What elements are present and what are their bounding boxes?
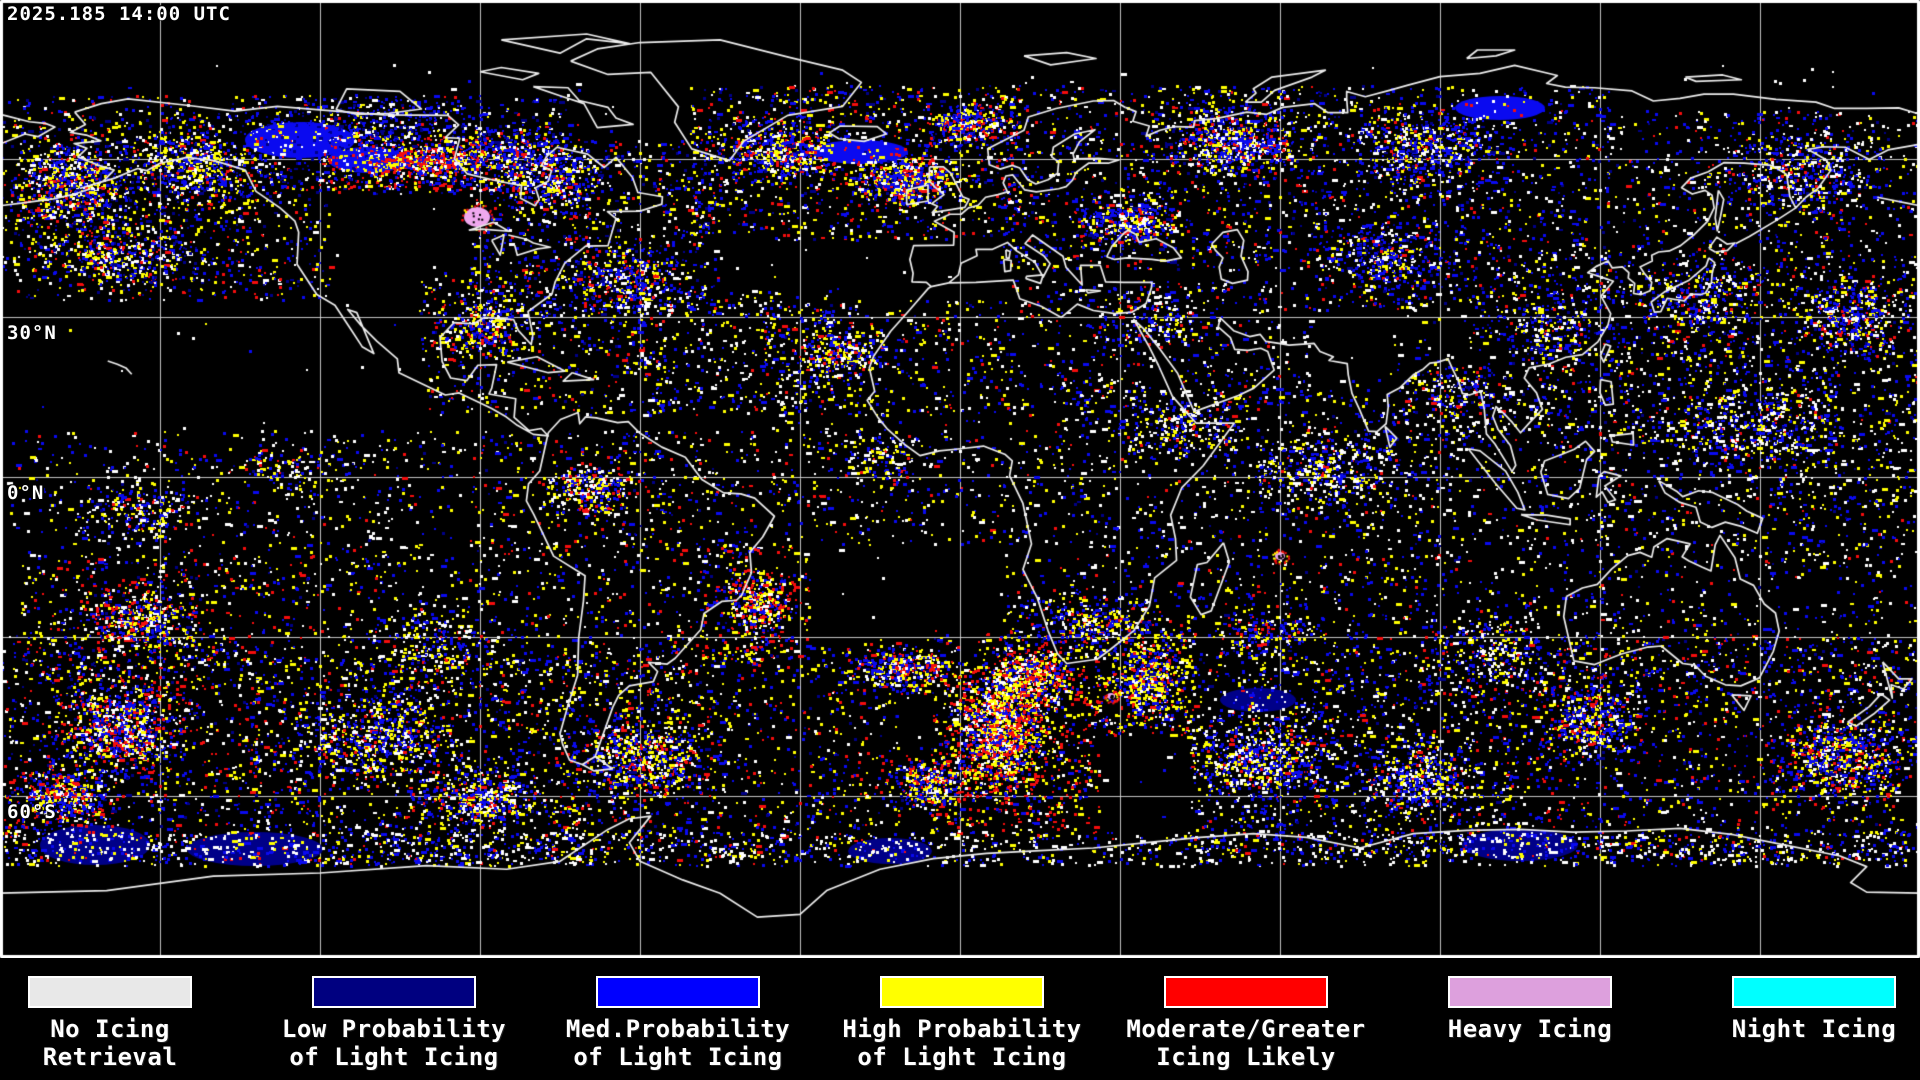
legend-label-high-prob-light-icing: High Probability of Light Icing [817, 1015, 1107, 1071]
legend-swatch-med-prob-light-icing [596, 976, 760, 1008]
legend-label-heavy-icing: Heavy Icing [1385, 1015, 1675, 1043]
legend-swatch-low-prob-light-icing [312, 976, 476, 1008]
legend-label-line: Icing Likely [1156, 1043, 1336, 1071]
icing-map-canvas [0, 0, 1920, 958]
latitude-label-30n: 30°N [7, 322, 57, 344]
legend-label-line: Med.Probability [565, 1015, 791, 1043]
legend-label-line: No Icing [50, 1015, 170, 1043]
legend-item-night-icing: Night Icing [1669, 976, 1920, 1043]
legend-swatch-moderate-greater-icing [1164, 976, 1328, 1008]
legend-item-heavy-icing: Heavy Icing [1385, 976, 1675, 1043]
legend-label-med-prob-light-icing: Med.Probability of Light Icing [533, 1015, 823, 1071]
legend-swatch-high-prob-light-icing [880, 976, 1044, 1008]
legend-swatch-no-icing-retrieval [28, 976, 192, 1008]
legend-label-line: of Light Icing [573, 1043, 783, 1071]
latitude-label-0n: 0°N [7, 482, 45, 504]
legend-bar: No Icing Retrieval Low Probability of Light… [0, 958, 1920, 1080]
legend-item-moderate-greater-icing: Moderate/Greater Icing Likely [1101, 976, 1391, 1071]
legend-item-med-prob-light-icing: Med.Probability of Light Icing [533, 976, 823, 1071]
legend-item-low-prob-light-icing: Low Probability of Light Icing [249, 976, 539, 1071]
legend-item-high-prob-light-icing: High Probability of Light Icing [817, 976, 1107, 1071]
latitude-label-60s: 60°S [7, 801, 57, 823]
legend-label-line: Night Icing [1731, 1015, 1897, 1043]
legend-label-line: of Light Icing [857, 1043, 1067, 1071]
legend-label-line: Heavy Icing [1447, 1015, 1613, 1043]
legend-item-no-icing-retrieval: No Icing Retrieval [0, 976, 255, 1071]
legend-label-line: Low Probability [281, 1015, 507, 1043]
legend-label-line: Retrieval [42, 1043, 178, 1071]
legend-label-no-icing-retrieval: No Icing Retrieval [0, 1015, 255, 1071]
legend-label-low-prob-light-icing: Low Probability of Light Icing [249, 1015, 539, 1071]
timestamp-label: 2025.185 14:00 UTC [7, 3, 231, 25]
legend-label-line: Moderate/Greater [1126, 1015, 1366, 1043]
legend-label-line: High Probability [842, 1015, 1082, 1043]
legend-label-moderate-greater-icing: Moderate/Greater Icing Likely [1101, 1015, 1391, 1071]
legend-swatch-night-icing [1732, 976, 1896, 1008]
legend-label-line: of Light Icing [289, 1043, 499, 1071]
world-icing-map: 2025.185 14:00 UTC 30°N 0°N 60°S [0, 0, 1920, 958]
legend-swatch-heavy-icing [1448, 976, 1612, 1008]
legend-label-night-icing: Night Icing [1669, 1015, 1920, 1043]
